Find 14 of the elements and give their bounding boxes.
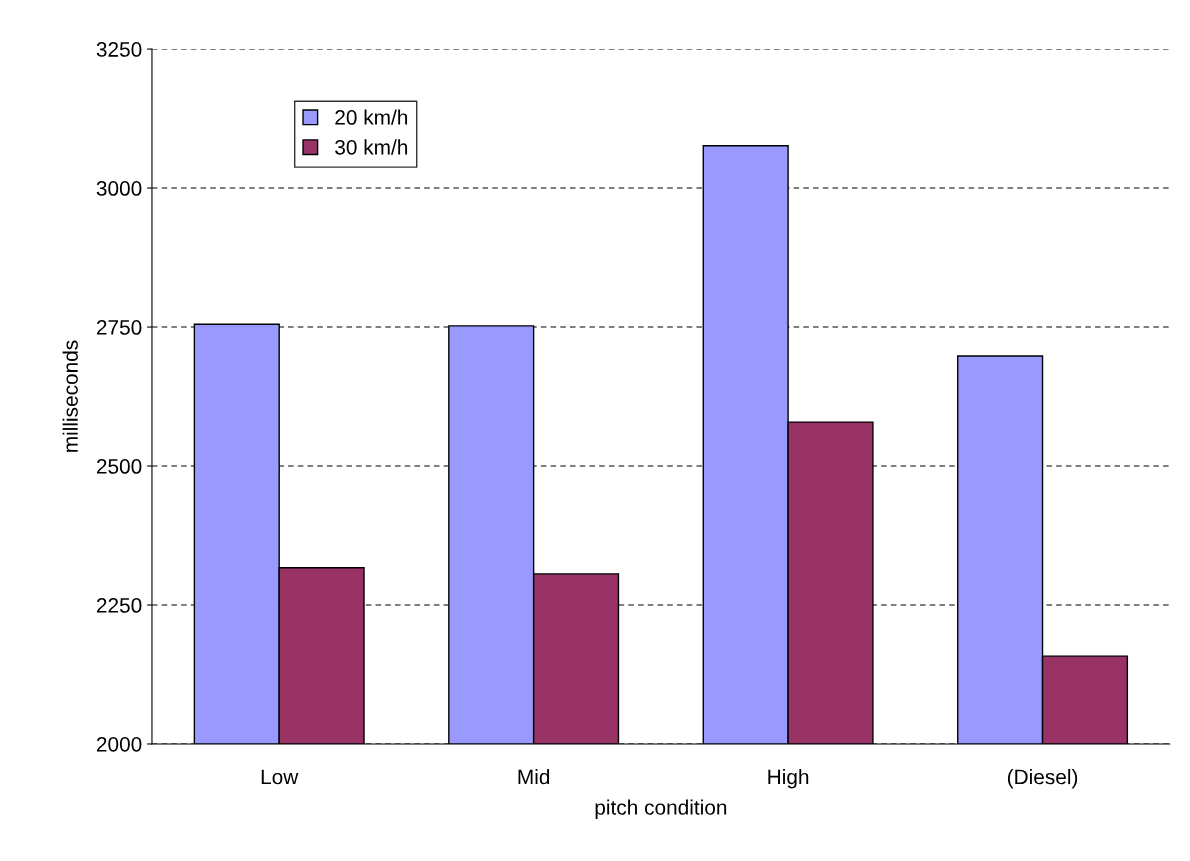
x-tick-label: Mid <box>518 768 550 785</box>
legend-label: 30 km/h <box>335 139 408 155</box>
y-axis-title: milliseconds <box>62 340 78 452</box>
y-tick-label: 2250 <box>96 598 142 613</box>
y-tick-label: 2500 <box>96 459 142 474</box>
y-tick-label: 2750 <box>96 320 142 335</box>
x-tick-label: High <box>768 768 809 789</box>
y-tick-label: 3250 <box>96 42 142 57</box>
y-tick-label: 3000 <box>96 181 142 196</box>
x-tick-label: (Diesel) <box>1007 768 1078 789</box>
x-tick-label: Low <box>261 769 299 785</box>
x-axis-title: pitch condition <box>595 799 727 819</box>
legend-label: 20 km/h <box>335 109 408 125</box>
y-tick-label: 2000 <box>96 736 142 752</box>
